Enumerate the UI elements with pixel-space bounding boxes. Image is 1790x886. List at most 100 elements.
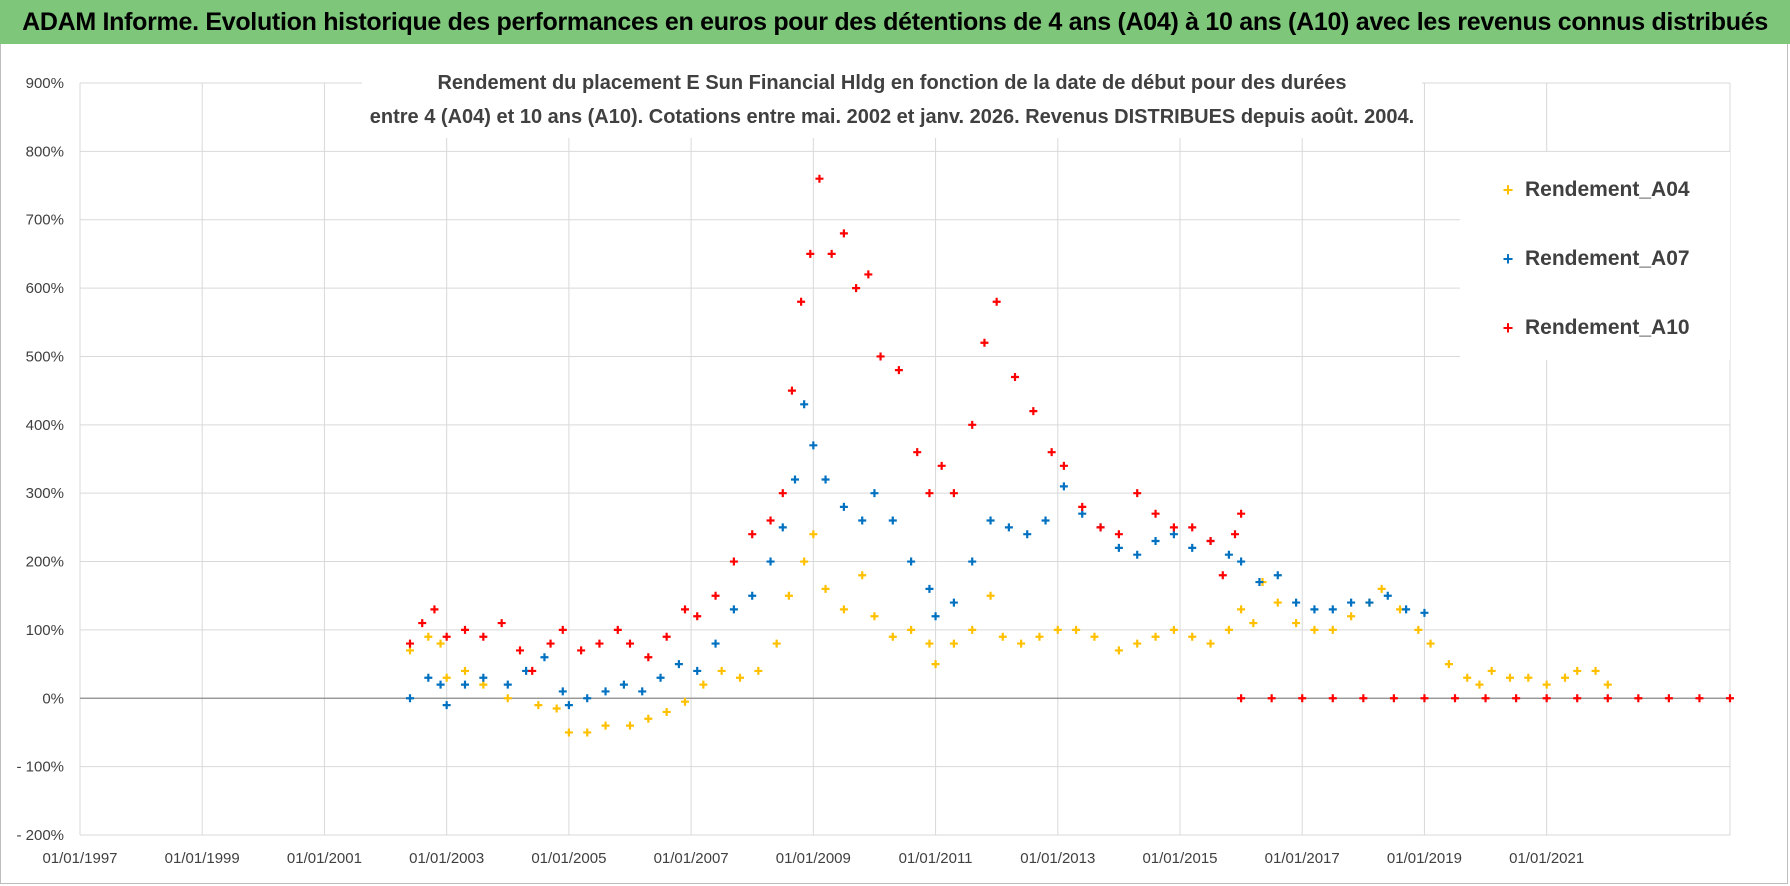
y-tick-label: - 200% (16, 827, 64, 844)
point-Rendement_A04 (1151, 632, 1160, 641)
chart-title-line-2: entre 4 (A04) et 10 ans (A10). Cotations… (370, 106, 1414, 128)
point-Rendement_A10 (797, 297, 806, 306)
point-Rendement_A10 (430, 605, 439, 614)
point-Rendement_A07 (925, 584, 934, 593)
point-Rendement_A10 (1151, 509, 1160, 518)
point-Rendement_A10 (479, 632, 488, 641)
point-Rendement_A04 (1053, 625, 1062, 634)
point-Rendement_A07 (1078, 509, 1087, 518)
legend: + Rendement_A04 + Rendement_A07 + Rendem… (1460, 152, 1730, 360)
point-Rendement_A10 (1298, 694, 1307, 703)
point-Rendement_A10 (1059, 461, 1068, 470)
x-tick-label: 01/01/2011 (899, 850, 973, 867)
point-Rendement_A10 (1603, 694, 1612, 703)
y-tick-label: 200% (26, 554, 64, 571)
grid (79, 82, 1731, 836)
point-Rendement_A04 (442, 673, 451, 682)
point-Rendement_A04 (1591, 666, 1600, 675)
point-Rendement_A04 (564, 728, 573, 737)
point-Rendement_A07 (968, 557, 977, 566)
legend-background (1460, 152, 1730, 360)
y-tick-label: 0% (42, 690, 64, 707)
y-tick-label: 800% (26, 143, 64, 160)
point-Rendement_A04 (1273, 598, 1282, 607)
point-Rendement_A10 (876, 352, 885, 361)
point-Rendement_A04 (800, 557, 809, 566)
point-Rendement_A10 (778, 489, 787, 498)
point-Rendement_A10 (1169, 523, 1178, 532)
point-Rendement_A07 (1004, 523, 1013, 532)
legend-marker-a10: + (1503, 318, 1514, 338)
point-Rendement_A07 (748, 591, 757, 600)
point-Rendement_A04 (1017, 639, 1026, 648)
point-Rendement_A10 (980, 338, 989, 347)
point-Rendement_A07 (1383, 591, 1392, 600)
point-Rendement_A04 (1237, 605, 1246, 614)
point-Rendement_A07 (1402, 605, 1411, 614)
point-Rendement_A04 (1475, 680, 1484, 689)
point-Rendement_A10 (1029, 407, 1038, 416)
point-Rendement_A04 (1506, 673, 1514, 682)
point-Rendement_A04 (858, 571, 867, 580)
point-Rendement_A10 (711, 591, 720, 600)
point-Rendement_A04 (968, 625, 977, 634)
point-Rendement_A10 (894, 366, 903, 375)
point-Rendement_A04 (1347, 612, 1356, 621)
point-Rendement_A07 (949, 598, 958, 607)
point-Rendement_A04 (503, 694, 512, 703)
point-Rendement_A10 (1267, 694, 1276, 703)
point-Rendement_A04 (583, 728, 592, 737)
point-Rendement_A04 (662, 707, 671, 716)
point-Rendement_A04 (479, 680, 488, 689)
point-Rendement_A10 (1726, 694, 1734, 703)
point-Rendement_A07 (1365, 598, 1374, 607)
point-Rendement_A04 (626, 721, 634, 730)
point-Rendement_A07 (711, 639, 720, 648)
title-background (362, 60, 1422, 138)
point-Rendement_A07 (870, 489, 879, 498)
point-Rendement_A04 (1310, 625, 1319, 634)
point-Rendement_A10 (546, 639, 555, 648)
point-Rendement_A10 (787, 386, 796, 395)
point-Rendement_A10 (558, 625, 567, 634)
y-tick-label: 700% (26, 212, 64, 229)
point-Rendement_A04 (1169, 625, 1178, 634)
point-Rendement_A10 (1237, 509, 1246, 518)
y-tick-label: - 100% (16, 759, 64, 776)
point-Rendement_A10 (913, 448, 922, 457)
x-tick-label: 01/01/2019 (1387, 850, 1462, 867)
point-Rendement_A04 (809, 530, 818, 539)
x-tick-label: 01/01/2017 (1265, 850, 1340, 867)
point-Rendement_A07 (1133, 550, 1142, 559)
point-Rendement_A04 (870, 612, 879, 621)
point-Rendement_A10 (1133, 489, 1142, 498)
point-Rendement_A10 (1359, 694, 1368, 703)
point-Rendement_A10 (937, 461, 946, 470)
point-Rendement_A07 (821, 475, 830, 484)
point-Rendement_A10 (1573, 694, 1582, 703)
point-Rendement_A10 (766, 516, 775, 525)
point-Rendement_A07 (800, 400, 809, 409)
point-Rendement_A07 (1310, 605, 1319, 614)
point-Rendement_A10 (852, 284, 861, 293)
point-Rendement_A07 (656, 673, 665, 682)
point-Rendement_A07 (406, 694, 414, 703)
point-Rendement_A04 (907, 625, 916, 634)
point-Rendement_A10 (748, 530, 757, 539)
point-Rendement_A04 (461, 666, 469, 675)
point-Rendement_A10 (806, 249, 815, 258)
point-Rendement_A10 (839, 229, 848, 238)
point-Rendement_A07 (601, 687, 610, 696)
point-Rendement_A07 (583, 694, 592, 703)
series-Rendement_A10 (406, 174, 1734, 703)
point-Rendement_A07 (674, 660, 683, 669)
point-Rendement_A10 (1389, 694, 1398, 703)
x-tick-label: 01/01/2013 (1020, 850, 1095, 867)
point-Rendement_A04 (821, 584, 830, 593)
point-Rendement_A04 (1224, 625, 1233, 634)
point-Rendement_A07 (839, 502, 848, 511)
point-Rendement_A10 (626, 639, 634, 648)
point-Rendement_A10 (497, 619, 506, 628)
point-Rendement_A10 (1078, 502, 1087, 511)
point-Rendement_A04 (1035, 632, 1044, 641)
